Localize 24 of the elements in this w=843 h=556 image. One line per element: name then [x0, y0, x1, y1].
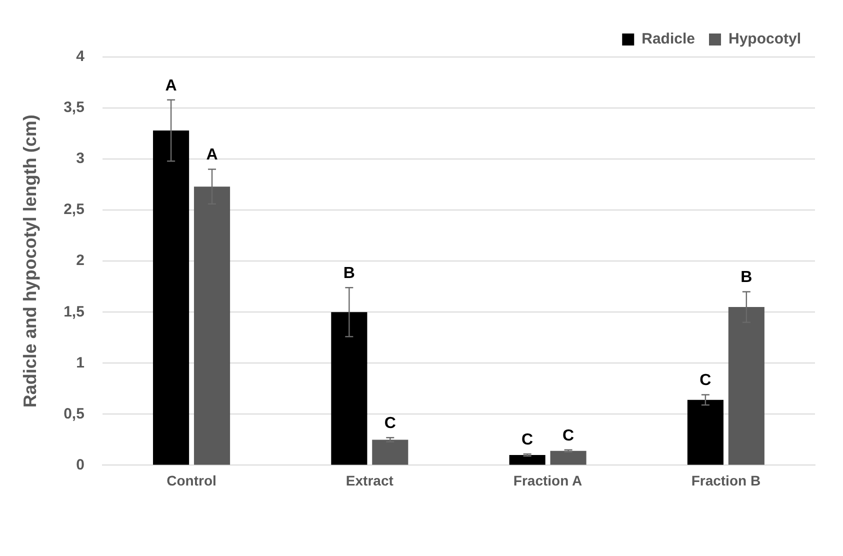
annotation: B: [343, 265, 355, 282]
x-tick-label: Control: [166, 472, 216, 488]
y-tick-label: 0,5: [64, 405, 84, 422]
x-tick-label: Extract: [346, 472, 394, 488]
legend-label: Hypocotyl: [728, 30, 802, 48]
legend-label: Radicle: [642, 30, 695, 48]
y-tick-label: 4: [76, 48, 86, 66]
annotation: C: [522, 431, 534, 448]
annotation: A: [206, 146, 218, 164]
y-tick-label: 0: [76, 456, 84, 474]
annotation: B: [740, 269, 752, 286]
y-tick-label: 3: [76, 150, 84, 168]
y-tick-label: 1,5: [64, 303, 84, 320]
y-tick-label: 1: [76, 354, 84, 372]
annotation: A: [165, 77, 178, 94]
x-tick-label: Fraction A: [513, 472, 582, 488]
annotation: C: [562, 427, 574, 444]
annotation: C: [700, 372, 712, 390]
annotation: C: [384, 415, 396, 432]
y-axis-title: Radicle and hypocotyl length (cm): [20, 114, 40, 408]
y-tick-label: 2: [76, 252, 84, 270]
x-tick-label: Fraction B: [691, 472, 761, 488]
y-tick-label: 3,5: [64, 99, 84, 116]
y-tick-label: 2,5: [64, 201, 84, 218]
